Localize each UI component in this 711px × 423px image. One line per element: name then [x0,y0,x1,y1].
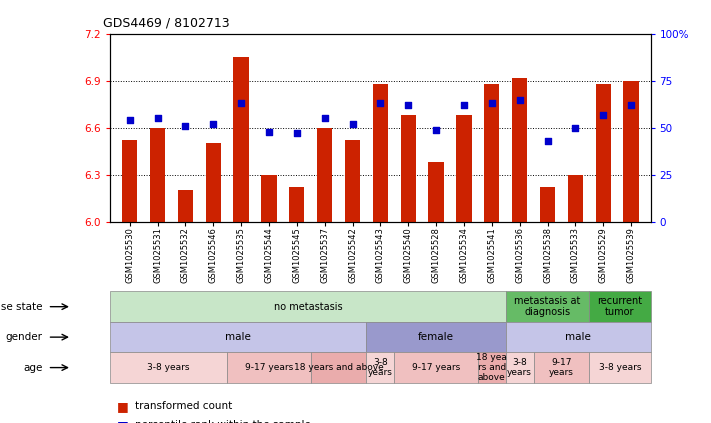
Bar [317,128,332,222]
Bar [596,84,611,222]
Text: 3-8 years: 3-8 years [147,363,190,372]
Text: 9-17 years: 9-17 years [245,363,293,372]
Bar [150,128,165,222]
Text: female: female [418,332,454,342]
Bar [122,140,137,222]
Bar [110,291,506,322]
Point [319,115,331,122]
Text: 3-8 years: 3-8 years [599,363,641,372]
Point [263,128,274,135]
Text: recurrent
tumor: recurrent tumor [597,296,643,318]
Text: 18 yea
rs and
above: 18 yea rs and above [476,353,507,382]
Text: GDS4469 / 8102713: GDS4469 / 8102713 [103,16,230,30]
Bar [456,115,471,222]
Point [597,111,609,118]
Bar [429,162,444,222]
Text: ■: ■ [117,400,129,412]
Bar [589,291,651,322]
Text: age: age [23,363,43,373]
Text: percentile rank within the sample: percentile rank within the sample [135,420,311,423]
Text: transformed count: transformed count [135,401,232,411]
Bar [506,322,651,352]
Text: male: male [225,332,251,342]
Bar [366,322,506,352]
Text: 9-17
years: 9-17 years [549,358,574,377]
Point [152,115,164,122]
Bar [506,291,589,322]
Bar [228,352,311,383]
Bar [512,78,528,222]
Point [347,121,358,127]
Point [291,130,302,137]
Point [402,102,414,109]
Text: metastasis at
diagnosis: metastasis at diagnosis [514,296,581,318]
Point [626,102,637,109]
Point [124,117,135,124]
Bar [311,352,366,383]
Text: 3-8
years: 3-8 years [368,358,392,377]
Bar [540,187,555,222]
Text: 18 years and above: 18 years and above [294,363,383,372]
Point [486,100,498,107]
Bar [178,190,193,222]
Point [514,96,525,103]
Bar [366,352,395,383]
Text: male: male [565,332,591,342]
Bar [233,58,249,222]
Point [235,100,247,107]
Bar [506,352,533,383]
Text: 3-8
years: 3-8 years [507,358,532,377]
Text: gender: gender [6,332,43,342]
Point [208,121,219,127]
Point [180,123,191,129]
Point [542,137,553,144]
Bar [589,352,651,383]
Bar [205,143,221,222]
Bar [484,84,499,222]
Text: no metastasis: no metastasis [274,302,342,312]
Point [459,102,470,109]
Bar [478,352,506,383]
Text: 9-17 years: 9-17 years [412,363,460,372]
Bar [110,322,366,352]
Point [570,124,581,131]
Bar [289,187,304,222]
Bar [567,175,583,222]
Bar [624,81,638,222]
Text: disease state: disease state [0,302,43,312]
Bar [110,352,228,383]
Bar [262,175,277,222]
Bar [395,352,478,383]
Point [430,126,442,133]
Point [375,100,386,107]
Text: ■: ■ [117,419,129,423]
Bar [373,84,388,222]
Bar [345,140,360,222]
Bar [533,352,589,383]
Bar [400,115,416,222]
